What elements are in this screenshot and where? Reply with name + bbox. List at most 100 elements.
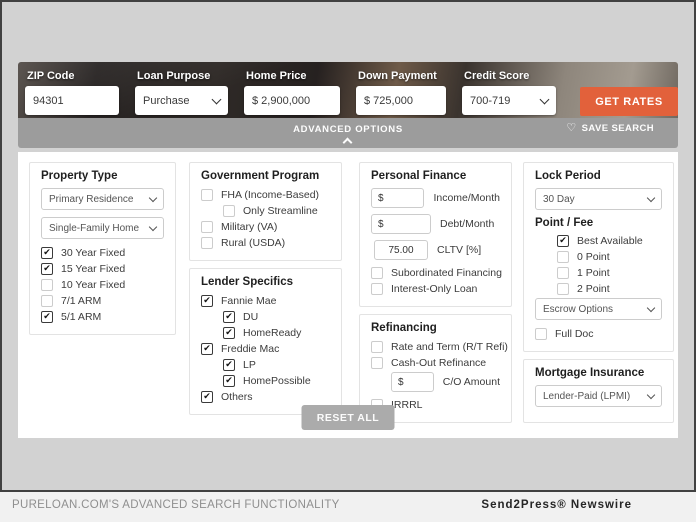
section-personal-finance: Personal Finance $ Income/Month $ Debt/Mont… bbox=[359, 162, 512, 307]
checkbox-label[interactable]: Rural (USDA) bbox=[221, 236, 286, 249]
checkbox-others[interactable]: ✔ bbox=[201, 390, 213, 403]
checkbox-5-1-arm[interactable]: ✔ bbox=[41, 310, 53, 323]
checkbox-label[interactable]: Only Streamline bbox=[243, 204, 318, 217]
input-cltv[interactable]: 75.00 bbox=[374, 240, 428, 260]
input-c-o-amount[interactable]: $ bbox=[391, 372, 434, 392]
section-refinancing: Refinancing Rate and Term (R/T Refi) Cash… bbox=[359, 314, 512, 423]
checkbox-label[interactable]: 10 Year Fixed bbox=[61, 278, 126, 291]
checkbox-30-year-fixed[interactable]: ✔ bbox=[41, 246, 53, 259]
column-finance: Personal Finance $ Income/Month $ Debt/Mont… bbox=[359, 162, 512, 430]
advanced-options-panel: Property Type Primary Residence Single-Fa… bbox=[18, 152, 678, 438]
zip-code-input[interactable]: 94301 bbox=[25, 86, 119, 115]
checkbox-lp[interactable]: ✔ bbox=[223, 358, 235, 371]
field-value: $ 2,900,000 bbox=[252, 94, 311, 107]
reset-all-button[interactable]: RESET ALL bbox=[301, 405, 395, 430]
checkbox-0-point[interactable] bbox=[557, 250, 569, 263]
input-debt-month[interactable]: $ bbox=[371, 214, 431, 234]
checkbox-1-point[interactable] bbox=[557, 266, 569, 279]
loan-purpose-select[interactable]: Purchase bbox=[135, 86, 228, 115]
checkbox-label[interactable]: 15 Year Fixed bbox=[61, 262, 126, 275]
checkbox-row-7-1-arm: 7/1 ARM bbox=[41, 294, 164, 307]
checkbox-label[interactable]: Fannie Mae bbox=[221, 294, 277, 307]
field-value: $ 725,000 bbox=[364, 94, 413, 107]
checkbox-label[interactable]: Others bbox=[221, 390, 253, 403]
field-label: Home Price bbox=[246, 70, 307, 82]
checkbox-rural-usda[interactable] bbox=[201, 236, 213, 249]
field-label: ZIP Code bbox=[27, 70, 75, 82]
select-lender-paid-lpmi[interactable]: Lender-Paid (LPMI) bbox=[535, 385, 662, 407]
select-escrow-options[interactable]: Escrow Options bbox=[535, 298, 662, 320]
checkbox-label[interactable]: Rate and Term (R/T Refi) bbox=[391, 340, 508, 353]
checkbox-label[interactable]: Subordinated Financing bbox=[391, 266, 502, 279]
section-property-type: Property Type Primary Residence Single-Fa… bbox=[29, 162, 176, 335]
checkbox-label[interactable]: IRRRL bbox=[391, 398, 423, 411]
input-income-month[interactable]: $ bbox=[371, 188, 425, 208]
header-fields: ZIP Code 94301 Loan Purpose Purchase Home Pr… bbox=[18, 62, 678, 115]
select-value: Single-Family Home bbox=[49, 222, 140, 234]
checkbox-10-year-fixed[interactable] bbox=[41, 278, 53, 291]
down-payment-input[interactable]: $ 725,000 bbox=[356, 86, 446, 115]
field-value: 94301 bbox=[33, 94, 64, 107]
input-row-income-month: $ Income/Month bbox=[371, 188, 500, 208]
checkbox-label[interactable]: 5/1 ARM bbox=[61, 310, 102, 323]
field-label: Loan Purpose bbox=[137, 70, 211, 82]
select-30-day[interactable]: 30 Day bbox=[535, 188, 662, 210]
checkbox-homepossible[interactable]: ✔ bbox=[223, 374, 235, 387]
checkbox-cash-out-refinance[interactable] bbox=[371, 356, 383, 369]
section-government-program: Government Program FHA (Income-Based) Onl… bbox=[189, 162, 342, 261]
checkbox-freddie-mac[interactable]: ✔ bbox=[201, 342, 213, 355]
checkbox-du[interactable]: ✔ bbox=[223, 310, 235, 323]
checkbox-label[interactable]: 30 Year Fixed bbox=[61, 246, 126, 259]
chevron-up-icon[interactable] bbox=[342, 137, 353, 148]
field-zip-code: ZIP Code 94301 bbox=[25, 70, 119, 115]
newswire-credit: Send2Press® Newswire bbox=[481, 499, 632, 511]
checkbox-label[interactable]: Full Doc bbox=[555, 327, 594, 340]
checkbox-15-year-fixed[interactable]: ✔ bbox=[41, 262, 53, 275]
checkbox-full-doc[interactable] bbox=[535, 327, 547, 340]
get-rates-button[interactable]: GET RATES bbox=[580, 87, 678, 116]
checkbox-only-streamline[interactable] bbox=[223, 204, 235, 217]
checkbox-military-va[interactable] bbox=[201, 220, 213, 233]
checkbox-subordinated-financing[interactable] bbox=[371, 266, 383, 279]
checkbox-2-point[interactable] bbox=[557, 282, 569, 295]
credit-score-select[interactable]: 700-719 bbox=[462, 86, 556, 115]
checkbox-rate-and-term-r-t-refi[interactable] bbox=[371, 340, 383, 353]
checkbox-label[interactable]: FHA (Income-Based) bbox=[221, 188, 320, 201]
image-caption: PURELOAN.COM'S ADVANCED SEARCH FUNCTIONA… bbox=[12, 499, 340, 511]
checkbox-fannie-mae[interactable]: ✔ bbox=[201, 294, 213, 307]
advanced-options-toggle[interactable]: ADVANCED OPTIONS bbox=[293, 124, 403, 135]
checkbox-label[interactable]: 1 Point bbox=[577, 266, 610, 279]
home-price-input[interactable]: $ 2,900,000 bbox=[244, 86, 340, 115]
field-value: 700-719 bbox=[470, 94, 511, 107]
checkbox-label[interactable]: Military (VA) bbox=[221, 220, 278, 233]
input-label: Debt/Month bbox=[440, 218, 495, 230]
checkbox-label[interactable]: 2 Point bbox=[577, 282, 610, 295]
checkbox-fha-income-based[interactable] bbox=[201, 188, 213, 201]
checkbox-row-30-year-fixed: ✔ 30 Year Fixed bbox=[41, 246, 164, 259]
select-single-family-home[interactable]: Single-Family Home bbox=[41, 217, 164, 239]
checkbox-row-cash-out-refinance: Cash-Out Refinance bbox=[371, 356, 500, 369]
checkbox-label[interactable]: Best Available bbox=[577, 234, 643, 247]
checkbox-7-1-arm[interactable] bbox=[41, 294, 53, 307]
checkbox-label[interactable]: 7/1 ARM bbox=[61, 294, 102, 307]
checkbox-label[interactable]: Interest-Only Loan bbox=[391, 282, 478, 295]
checkbox-interest-only-loan[interactable] bbox=[371, 282, 383, 295]
checkbox-row-homepossible: ✔ HomePossible bbox=[223, 374, 330, 387]
checkbox-row-15-year-fixed: ✔ 15 Year Fixed bbox=[41, 262, 164, 275]
checkbox-label[interactable]: HomeReady bbox=[243, 326, 302, 339]
checkbox-best-available[interactable]: ✔ bbox=[557, 234, 569, 247]
section-title: Lock Period bbox=[535, 170, 601, 182]
checkbox-homeready[interactable]: ✔ bbox=[223, 326, 235, 339]
input-label: CLTV [%] bbox=[437, 244, 482, 256]
checkbox-label[interactable]: DU bbox=[243, 310, 259, 323]
checkbox-label[interactable]: LP bbox=[243, 358, 256, 371]
checkbox-row-5-1-arm: ✔ 5/1 ARM bbox=[41, 310, 164, 323]
checkbox-row-interest-only-loan: Interest-Only Loan bbox=[371, 282, 500, 295]
checkbox-label[interactable]: HomePossible bbox=[243, 374, 311, 387]
save-search-button[interactable]: ♡ SAVE SEARCH bbox=[566, 123, 654, 135]
checkbox-label[interactable]: Freddie Mac bbox=[221, 342, 280, 355]
checkbox-label[interactable]: 0 Point bbox=[577, 250, 610, 263]
checkbox-label[interactable]: Cash-Out Refinance bbox=[391, 356, 487, 369]
select-primary-residence[interactable]: Primary Residence bbox=[41, 188, 164, 210]
screenshot-frame: ZIP Code 94301 Loan Purpose Purchase Home Pr… bbox=[0, 0, 696, 492]
